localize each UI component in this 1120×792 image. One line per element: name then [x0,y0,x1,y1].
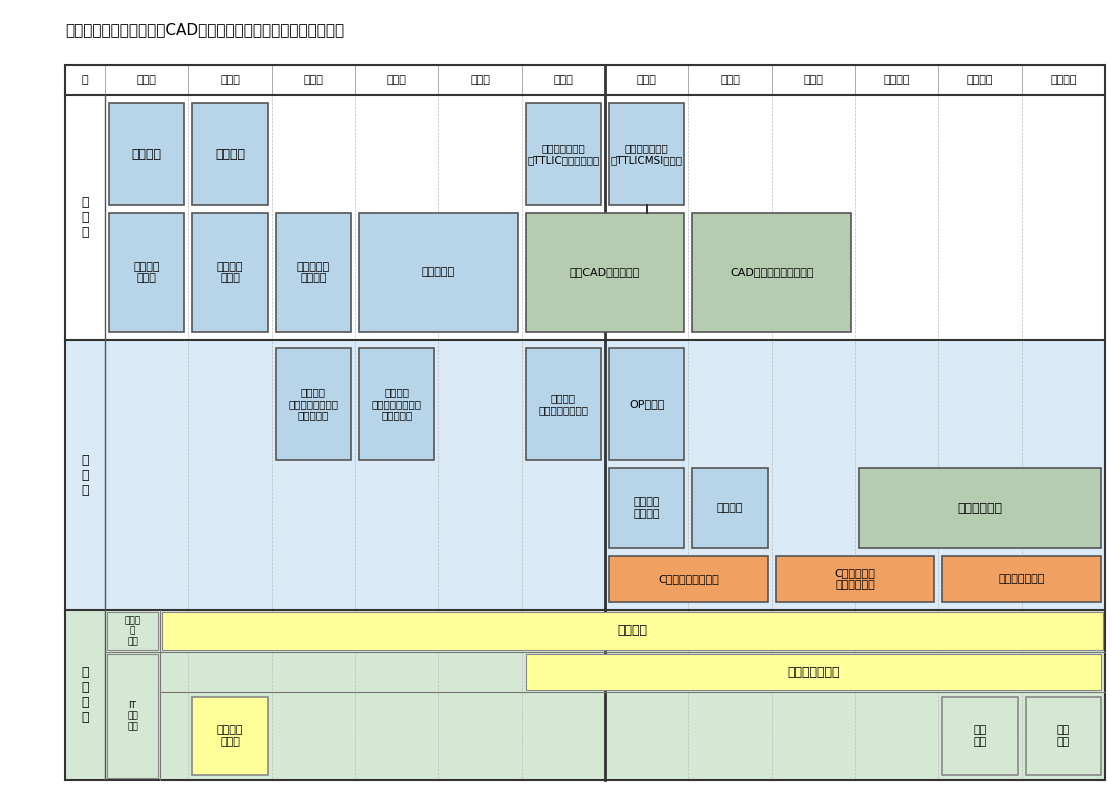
Text: ２か月: ２か月 [220,75,240,85]
Bar [525,654,1101,690]
Text: 自動計測: 自動計測 [717,503,744,513]
Text: IT
基礎
訓練: IT 基礎 訓練 [128,701,138,731]
Bar [525,213,684,332]
Bar [109,213,185,332]
Text: 月: 月 [82,75,88,85]
Text: ビジネス
マナー: ビジネス マナー [217,725,243,747]
Bar [525,348,601,460]
Text: ８か月: ８か月 [720,75,740,85]
Text: ９か月: ９か月 [803,75,823,85]
Bar [193,697,268,775]
Bar [162,612,1103,650]
Text: 電子機器
配線組立: 電子機器 配線組立 [634,497,660,519]
Bar [193,103,268,205]
Text: C言語コマンド演習: C言語コマンド演習 [657,574,719,584]
Bar [609,103,684,205]
Bar [360,348,435,460]
Bar [65,340,1105,610]
Bar [609,348,684,460]
Text: ５か月: ５か月 [470,75,489,85]
Text: １２か月: １２か月 [1051,75,1076,85]
Text: ロボットの制御: ロボットの制御 [998,574,1045,584]
Text: 電子部品
の知識: 電子部品 の知識 [217,261,243,284]
Text: ディジタル回路
（TTLICゲート素子）: ディジタル回路 （TTLICゲート素子） [528,143,599,165]
Text: 電子計測器
の取扱い: 電子計測器 の取扱い [297,261,330,284]
Text: 電子回路
（トランジスタの
交流動作）: 電子回路 （トランジスタの 交流動作） [372,387,421,421]
Text: 基
礎
系: 基 礎 系 [82,196,88,239]
Text: 就職活動・準備: 就職活動・準備 [787,665,840,679]
Text: はんだ付け: はんだ付け [422,268,455,277]
Bar [692,213,851,332]
Bar [609,556,767,602]
Text: 電子機器科　電子技術・CADコース　１年間の訓練計画（標準）: 電子機器科 電子技術・CADコース １年間の訓練計画（標準） [65,22,344,37]
Bar [108,654,158,778]
Text: 共
通
科
目: 共 通 科 目 [82,666,88,724]
Text: 交流理論: 交流理論 [215,147,245,161]
Text: 修了
試験: 修了 試験 [1056,725,1070,747]
Text: ４か月: ４か月 [386,75,407,85]
Bar [1026,697,1101,775]
Text: 電子回路
シミュレーション: 電子回路 シミュレーション [539,393,588,415]
Text: 片面基板設計: 片面基板設計 [958,501,1002,515]
Text: OPアンプ: OPアンプ [629,399,664,409]
Text: 直流理論: 直流理論 [132,147,161,161]
Bar [65,610,1105,780]
Text: 導入期
の
訓練: 導入期 の 訓練 [124,616,141,646]
Text: １か月: １か月 [137,75,157,85]
Bar [276,348,351,460]
Text: ディジタル回路
（TTLICMSI素子）: ディジタル回路 （TTLICMSI素子） [610,143,683,165]
Text: ３か月: ３か月 [304,75,324,85]
Text: １０か月: １０か月 [884,75,909,85]
Bar [109,103,185,205]
Text: ６か月: ６か月 [553,75,573,85]
Bar [525,103,601,205]
Bar [108,612,158,650]
Bar [609,468,684,548]
Bar [859,468,1101,548]
Bar [692,468,767,548]
Text: 電子CADの操作方法: 電子CADの操作方法 [570,268,641,277]
Bar [360,213,517,332]
Text: ７か月: ７か月 [637,75,656,85]
Text: テスタの
取扱い: テスタの 取扱い [133,261,160,284]
Text: 適応支援: 適応支援 [617,625,647,638]
Bar [276,213,351,332]
Text: C言語による
マイコン制御: C言語による マイコン制御 [834,568,876,590]
Bar [942,697,1018,775]
Bar [65,95,1105,340]
Bar [776,556,934,602]
Text: 専
攻
系: 専 攻 系 [82,454,88,497]
Bar [942,556,1101,602]
Bar [193,213,268,332]
Text: CADによるパターン設計: CADによるパターン設計 [730,268,813,277]
Text: 電子回路
（トランジスタの
直流動作）: 電子回路 （トランジスタの 直流動作） [288,387,338,421]
Text: 職場
実習: 職場 実習 [973,725,987,747]
Text: １１か月: １１か月 [967,75,993,85]
